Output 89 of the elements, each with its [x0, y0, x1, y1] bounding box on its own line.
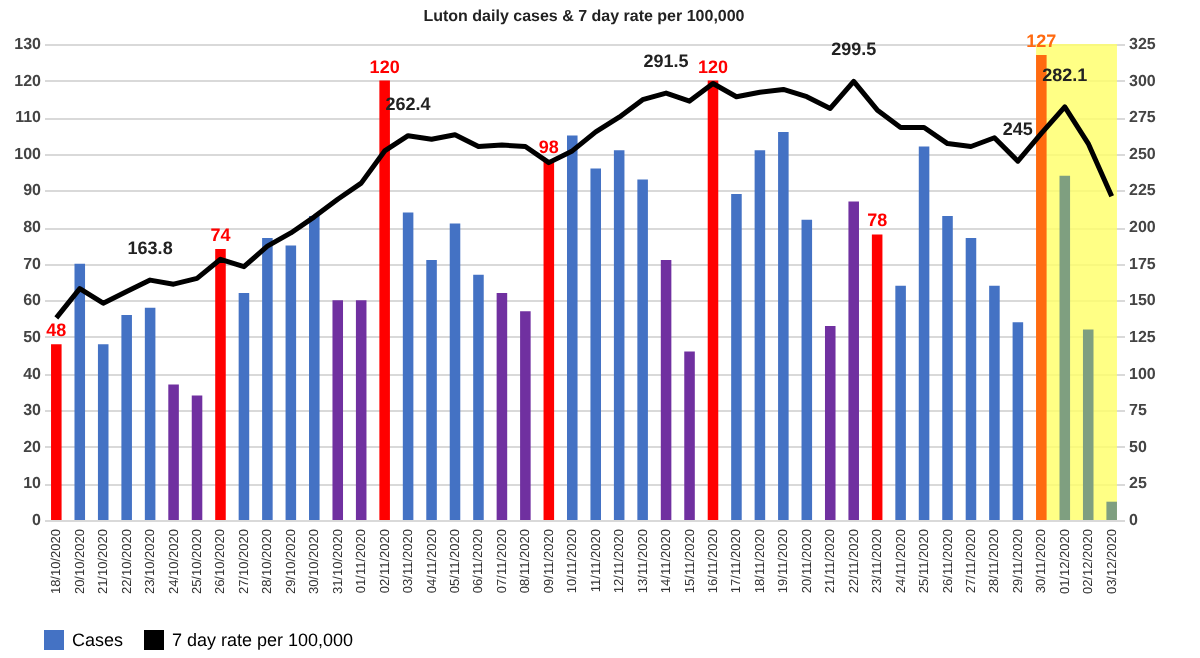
bar [97, 344, 109, 520]
y2-tick-label: 325 [1129, 35, 1157, 53]
bar [1059, 175, 1071, 520]
bar [215, 249, 226, 520]
bar [731, 194, 742, 520]
y2-tick-label: 200 [1129, 218, 1157, 237]
bar [918, 146, 930, 520]
bar [778, 131, 789, 520]
y2-tick-label: 275 [1129, 108, 1157, 127]
data-label: 127 [1026, 30, 1057, 51]
data-label: 48 [46, 320, 67, 341]
bar [590, 168, 601, 520]
data-label: 74 [210, 225, 231, 246]
data-label: 120 [369, 56, 400, 77]
bar [965, 238, 977, 520]
y-tick-label: 60 [23, 291, 43, 310]
bar [942, 216, 953, 520]
bar [1036, 54, 1047, 520]
data-label: 120 [697, 56, 729, 77]
bar [824, 325, 836, 520]
bar [543, 161, 555, 520]
bar [332, 300, 344, 520]
y-tick-label: 40 [23, 364, 43, 383]
y-tick-label: 30 [23, 401, 43, 420]
bar [191, 395, 203, 520]
bar [567, 135, 578, 520]
bar [1012, 322, 1024, 520]
data-label: 78 [867, 210, 888, 231]
y-tick-label: 130 [14, 35, 43, 53]
y-tick-label: 10 [23, 474, 43, 493]
y2-tick-label: 175 [1129, 254, 1157, 273]
line-series [53, 78, 1115, 321]
bar [426, 260, 437, 520]
y-tick-label: 50 [23, 327, 43, 346]
y2-tick-label: 50 [1129, 437, 1148, 456]
bar [473, 274, 484, 520]
bar [262, 238, 273, 520]
data-label: 291.5 [643, 51, 689, 72]
data-label: 98 [538, 137, 559, 158]
y-tick-label: 100 [14, 144, 43, 163]
y2-tick-label: 225 [1129, 181, 1157, 200]
bar [684, 351, 695, 520]
y2-tick-label: 150 [1129, 291, 1157, 310]
bar [379, 80, 390, 520]
bar [74, 263, 86, 520]
y-tick-label: 0 [32, 511, 43, 529]
bar [660, 260, 672, 520]
bar [144, 307, 156, 520]
bar [707, 80, 719, 520]
bar [801, 219, 813, 520]
bar [238, 292, 250, 520]
legend-label: 7 day rate per 100,000 [172, 630, 354, 650]
bar [754, 150, 766, 520]
data-label: 299.5 [831, 39, 877, 60]
bar [1082, 329, 1094, 520]
bar [1106, 501, 1117, 520]
bar [520, 311, 531, 520]
bar [496, 292, 508, 520]
y-tick-label: 70 [23, 254, 43, 273]
y2-tick-label: 125 [1129, 327, 1157, 346]
y2-tick-label: 250 [1129, 144, 1157, 163]
bar [613, 150, 625, 520]
bar [871, 234, 883, 520]
chart-title: Luton daily cases & 7 day rate per 100,000 [423, 6, 746, 25]
bar [168, 384, 179, 520]
bar [895, 285, 906, 520]
data-label: 163.8 [127, 238, 173, 259]
bar [848, 201, 859, 520]
bar [637, 179, 648, 520]
bar [51, 344, 62, 520]
bar [121, 314, 132, 520]
y-tick-label: 80 [23, 218, 43, 237]
bar [309, 216, 320, 520]
y-tick-label: 110 [15, 108, 43, 127]
bar [449, 223, 461, 520]
bar [355, 300, 367, 520]
bar [402, 212, 414, 520]
y2-tick-label: 25 [1129, 474, 1148, 493]
y-tick-label: 120 [14, 71, 43, 90]
bar [989, 285, 1000, 520]
legend-label: Cases [72, 630, 125, 650]
data-label: 245 [1002, 119, 1033, 140]
y2-tick-label: 75 [1129, 401, 1148, 420]
y2-tick-label: 0 [1129, 511, 1139, 529]
y-tick-label: 20 [23, 437, 43, 456]
y2-tick-label: 100 [1129, 364, 1157, 383]
y2-tick-label: 300 [1129, 71, 1157, 90]
y-tick-label: 90 [23, 181, 43, 200]
bar [285, 245, 297, 520]
